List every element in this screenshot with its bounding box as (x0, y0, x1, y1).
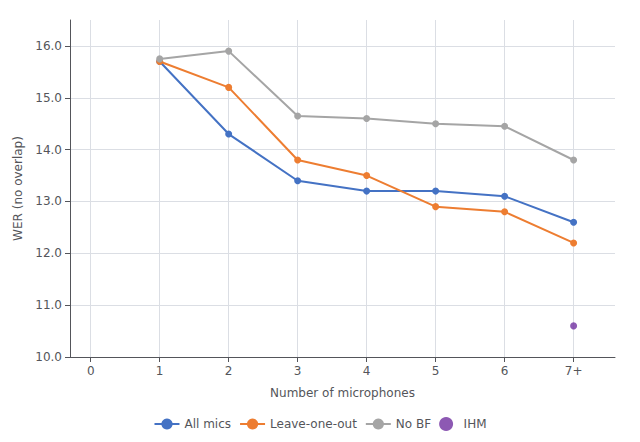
svg-text:IHM: IHM (464, 417, 487, 431)
svg-text:6: 6 (501, 364, 509, 378)
svg-text:1: 1 (156, 364, 164, 378)
svg-text:4: 4 (363, 364, 371, 378)
svg-text:15.0: 15.0 (35, 91, 62, 105)
svg-text:No BF: No BF (396, 417, 431, 431)
svg-text:WER (no overlap): WER (no overlap) (11, 136, 25, 241)
svg-text:14.0: 14.0 (35, 143, 62, 157)
svg-text:16.0: 16.0 (35, 39, 62, 53)
svg-text:Number of microphones: Number of microphones (270, 386, 415, 400)
svg-text:0: 0 (87, 364, 95, 378)
svg-text:2: 2 (225, 364, 233, 378)
svg-text:10.0: 10.0 (35, 350, 62, 364)
svg-text:5: 5 (432, 364, 440, 378)
svg-text:3: 3 (294, 364, 302, 378)
svg-text:Leave-one-out: Leave-one-out (270, 417, 357, 431)
svg-text:12.0: 12.0 (35, 246, 62, 260)
svg-text:7+: 7+ (565, 364, 583, 378)
svg-text:All mics: All mics (184, 417, 231, 431)
svg-text:11.0: 11.0 (35, 298, 62, 312)
svg-text:13.0: 13.0 (35, 194, 62, 208)
